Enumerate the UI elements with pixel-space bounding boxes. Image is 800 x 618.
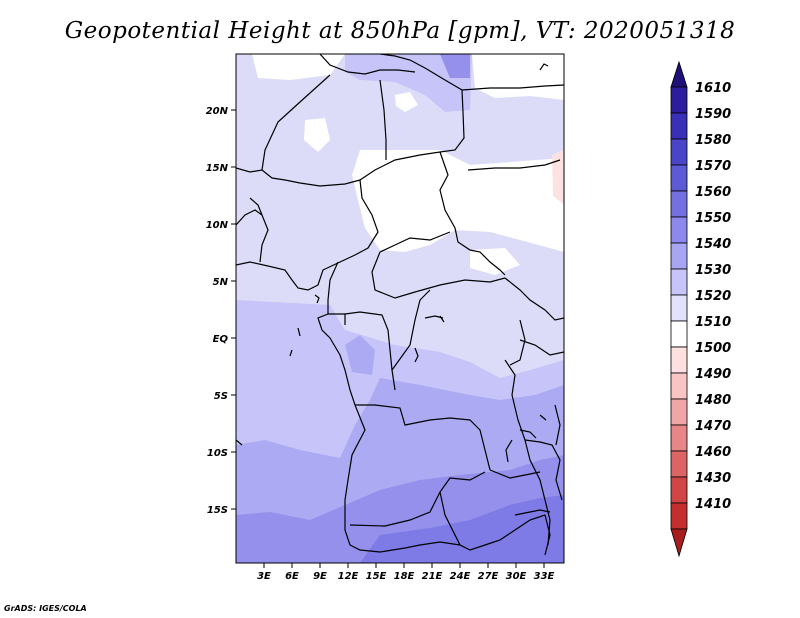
colorbar-label: 1570	[695, 159, 731, 174]
lon-axis: 3E 6E 9E 12E 15E 18E 21E 24E 27E 30E 33E	[257, 563, 555, 582]
colorbar-cell	[670, 86, 688, 114]
colorbar-label: 1550	[695, 211, 731, 226]
lat-label-eq: EQ	[213, 334, 229, 345]
colorbar-label: 1530	[695, 263, 731, 278]
lat-label-15n: 15N	[206, 163, 229, 174]
white-region-topright	[472, 54, 564, 100]
colorbar-cell	[670, 190, 688, 218]
colorbar-label: 1430	[695, 471, 731, 486]
lat-axis: 20N 15N 10N 5N EQ 5S 10S 15S	[206, 106, 236, 516]
lon-label-6e: 6E	[285, 571, 299, 582]
lon-label-12e: 12E	[338, 571, 359, 582]
credit-text: GrADS: IGES/COLA	[4, 604, 87, 613]
band-1550-top	[440, 54, 470, 78]
colorbar-cell	[670, 112, 688, 140]
colorbar-label: 1590	[695, 107, 731, 122]
colorbar-cell	[670, 476, 688, 504]
height-field	[236, 54, 564, 563]
colorbar-label: 1520	[695, 289, 731, 304]
colorbar-cell	[670, 216, 688, 244]
colorbar-label: 1480	[695, 393, 731, 408]
white-spot-left	[304, 118, 330, 152]
colorbar-label: 1500	[695, 341, 731, 356]
lat-label-15s: 15S	[207, 505, 228, 516]
band-1540-congo	[345, 335, 375, 375]
colorbar-label: 1460	[695, 445, 731, 460]
colorbar-label: 1510	[695, 315, 731, 330]
country-borders	[236, 54, 564, 556]
lon-label-9e: 9E	[313, 571, 327, 582]
lon-label-30e: 30E	[506, 571, 527, 582]
lon-label-21e: 21E	[422, 571, 443, 582]
colorbar-cell	[670, 268, 688, 296]
colorbar-cap-bottom	[670, 528, 688, 558]
lon-label-33e: 33E	[534, 571, 555, 582]
band-1530-top	[345, 54, 472, 112]
colorbar: 1610 1590 1580 1570 1560 1550 1540 1530 1520 1510…	[670, 60, 731, 558]
colorbar-cap-top	[670, 60, 688, 88]
colorbar-cell	[670, 320, 688, 348]
colorbar-label: 1610	[695, 81, 731, 96]
colorbar-cell	[670, 294, 688, 322]
lon-label-27e: 27E	[478, 571, 499, 582]
lat-label-10s: 10S	[207, 448, 228, 459]
colorbar-label: 1560	[695, 185, 731, 200]
lon-label-3e: 3E	[257, 571, 271, 582]
lat-label-20n: 20N	[206, 106, 229, 117]
white-spot-mid	[395, 92, 418, 112]
lat-label-5n: 5N	[213, 277, 229, 288]
colorbar-cells	[670, 60, 688, 558]
white-region-topleft	[252, 54, 345, 80]
colorbar-label: 1470	[695, 419, 731, 434]
white-region-north	[352, 150, 564, 252]
lat-label-10n: 10N	[206, 220, 229, 231]
colorbar-cell	[670, 502, 688, 530]
lon-label-18e: 18E	[394, 571, 415, 582]
colorbar-cell	[670, 450, 688, 478]
colorbar-label: 1540	[695, 237, 731, 252]
colorbar-cell	[670, 372, 688, 400]
band-1560	[360, 495, 564, 563]
colorbar-cell	[670, 346, 688, 374]
colorbar-cell	[670, 242, 688, 270]
map-title: Geopotential Height at 850hPa [gpm], VT:…	[64, 18, 736, 44]
lon-label-24e: 24E	[450, 571, 471, 582]
colorbar-labels: 1610 1590 1580 1570 1560 1550 1540 1530 1520 1510…	[695, 81, 731, 512]
colorbar-cell	[670, 164, 688, 192]
lat-label-5s: 5S	[214, 391, 228, 402]
map-frame	[235, 53, 565, 564]
colorbar-label: 1410	[695, 497, 731, 512]
colorbar-label: 1580	[695, 133, 731, 148]
pink-region-east	[552, 150, 564, 205]
colorbar-cell	[670, 424, 688, 452]
lon-label-15e: 15E	[366, 571, 387, 582]
colorbar-cell	[670, 138, 688, 166]
colorbar-label: 1490	[695, 367, 731, 382]
colorbar-cell	[670, 398, 688, 426]
